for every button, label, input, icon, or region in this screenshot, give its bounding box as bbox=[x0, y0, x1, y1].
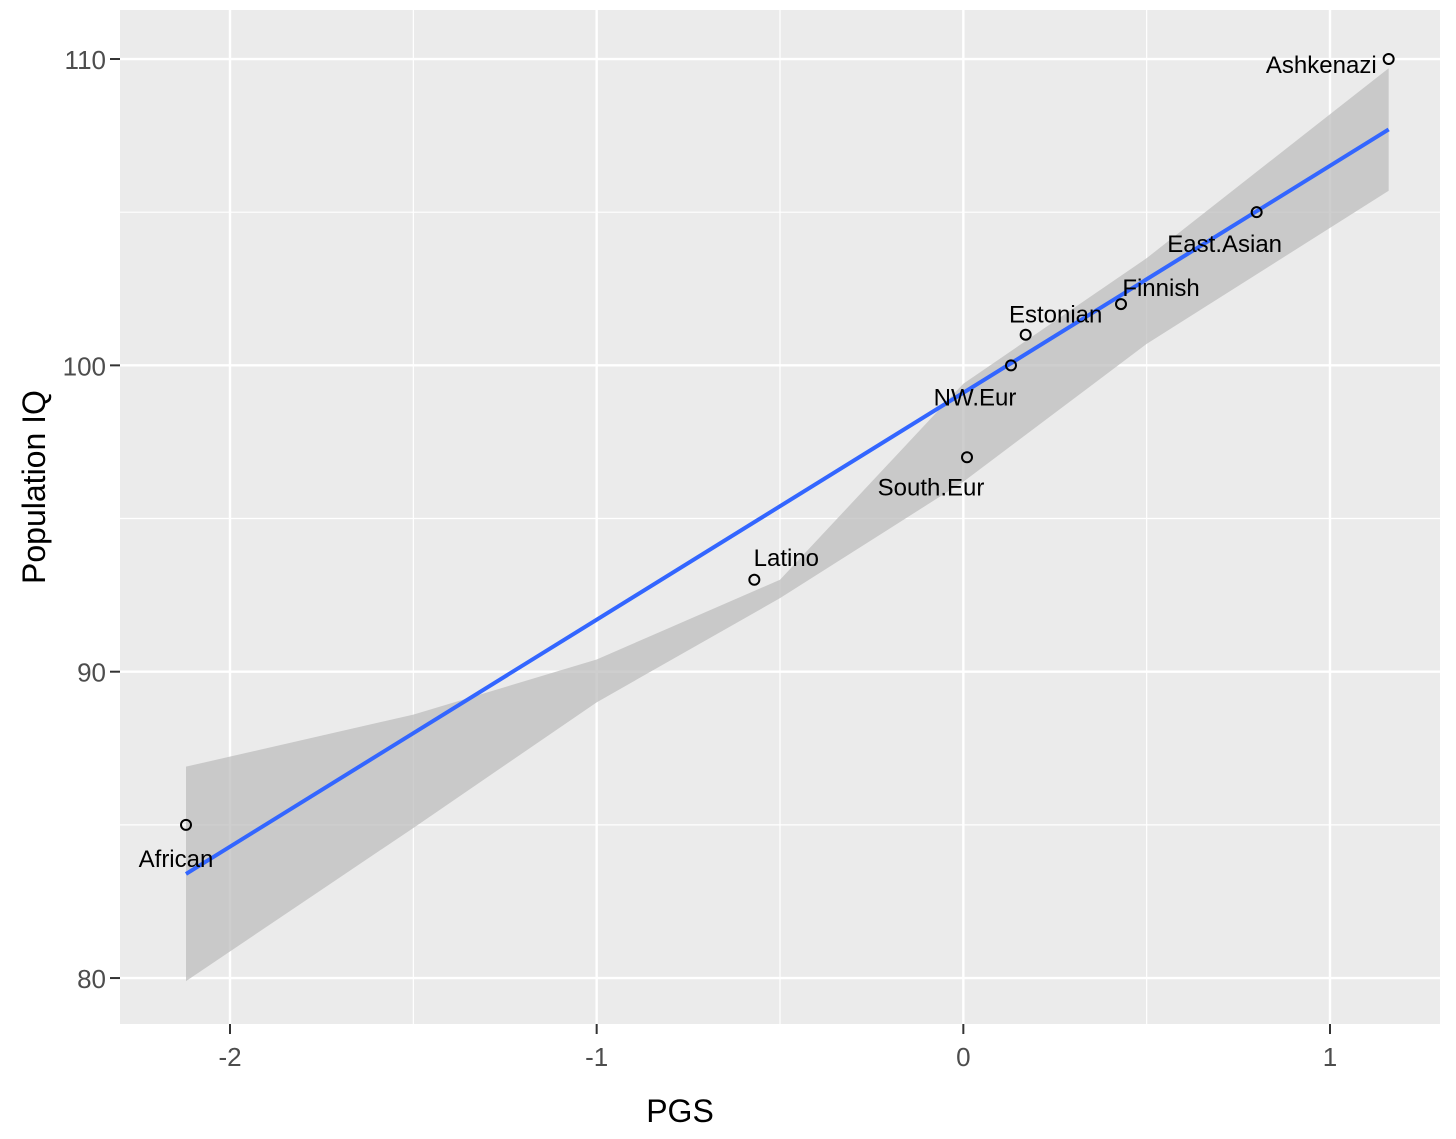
data-point-african bbox=[180, 818, 192, 831]
y-tick-label: 90 bbox=[77, 658, 106, 688]
data-point-latino bbox=[748, 573, 761, 586]
data-points bbox=[180, 53, 1395, 831]
data-point-east-asian bbox=[1250, 206, 1263, 219]
point-label: Ashkenazi bbox=[1266, 52, 1377, 79]
data-point-nw-eur bbox=[1005, 359, 1017, 372]
confidence-ribbon bbox=[186, 68, 1389, 982]
point-label: Finnish bbox=[1122, 275, 1199, 302]
x-tick-label: -1 bbox=[585, 1042, 608, 1072]
y-axis-ticks: 80 90 100 110 bbox=[63, 45, 120, 994]
data-point-finnish bbox=[1115, 298, 1127, 311]
point-label: African bbox=[139, 846, 214, 873]
point-label: NW.Eur bbox=[934, 384, 1017, 411]
x-axis-title: PGS bbox=[646, 1093, 714, 1129]
x-tick-label: -2 bbox=[218, 1042, 241, 1072]
data-point-estonian bbox=[1019, 328, 1032, 341]
x-axis-ticks: -2 -1 0 1 bbox=[218, 1024, 1337, 1072]
point-label: South.Eur bbox=[878, 474, 985, 501]
y-tick-label: 110 bbox=[65, 45, 106, 75]
point-labels: Ashkenazi East.Asian Finnish Estonian NW.Eur… bbox=[139, 52, 1377, 873]
point-label: Estonian bbox=[1009, 302, 1102, 329]
point-label: East.Asian bbox=[1167, 231, 1282, 258]
data-point-ashkenazi bbox=[1382, 53, 1395, 66]
point-label: Latino bbox=[754, 545, 819, 572]
regression-line bbox=[184, 127, 1390, 876]
y-tick-label: 80 bbox=[77, 964, 106, 994]
data-point-south-eur bbox=[961, 451, 973, 464]
y-tick-label: 100 bbox=[63, 351, 106, 381]
x-tick-label: 1 bbox=[1323, 1042, 1337, 1072]
y-axis-title: Population IQ bbox=[16, 390, 52, 584]
x-tick-label: 0 bbox=[956, 1042, 970, 1072]
